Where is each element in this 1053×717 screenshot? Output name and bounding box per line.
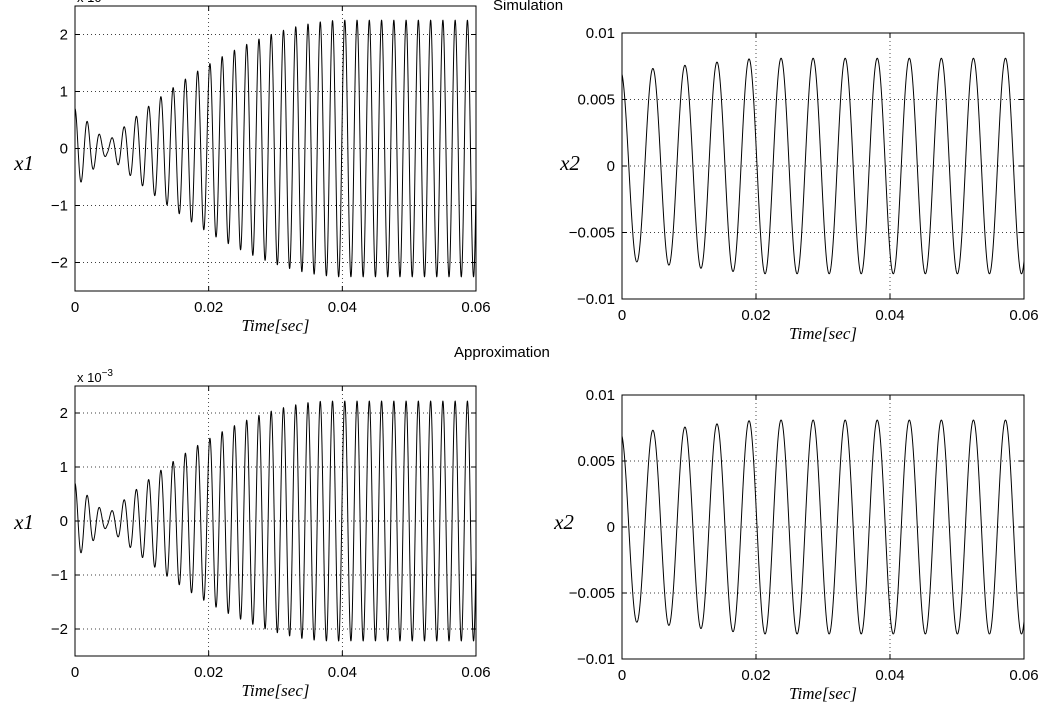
x-tick-label: 0.02 bbox=[741, 667, 770, 684]
y-tick-label: 0 bbox=[607, 158, 615, 175]
y-tick-label: −0.01 bbox=[577, 291, 615, 308]
x-axis-label: Time[sec] bbox=[789, 684, 857, 703]
x-tick-label: 0.06 bbox=[461, 299, 490, 316]
y-multiplier-label: x 10−3 bbox=[77, 368, 113, 385]
y-axis-label: x1 bbox=[13, 510, 34, 534]
y-tick-label: 2 bbox=[60, 27, 68, 44]
x-tick-label: 0 bbox=[618, 667, 626, 684]
y-tick-label: 2 bbox=[60, 405, 68, 422]
x-tick-label: 0.02 bbox=[741, 307, 770, 324]
x-axis-label: Time[sec] bbox=[242, 681, 310, 700]
y-tick-label: 0 bbox=[60, 141, 68, 158]
y-tick-label: 1 bbox=[60, 84, 68, 101]
x-tick-label: 0.04 bbox=[328, 664, 357, 681]
y-tick-label: −2 bbox=[51, 255, 68, 272]
y-axis-label: x1 bbox=[13, 151, 34, 175]
y-axis-label: x2 bbox=[553, 510, 574, 534]
x-tick-label: 0.02 bbox=[194, 664, 223, 681]
y-tick-label: 0.005 bbox=[577, 92, 615, 109]
x-tick-label: 0.06 bbox=[1009, 667, 1038, 684]
x-axis-label: Time[sec] bbox=[242, 316, 310, 335]
x-tick-label: 0.04 bbox=[875, 667, 904, 684]
y-tick-label: −1 bbox=[51, 567, 68, 584]
y-tick-label: −0.005 bbox=[569, 225, 615, 242]
x-tick-label: 0 bbox=[618, 307, 626, 324]
x-tick-label: 0 bbox=[71, 299, 79, 316]
approximation-title: Approximation bbox=[454, 344, 550, 361]
x-tick-label: 0.04 bbox=[875, 307, 904, 324]
y-axis-label: x2 bbox=[559, 151, 580, 175]
x-tick-label: 0.06 bbox=[461, 664, 490, 681]
y-tick-label: −2 bbox=[51, 621, 68, 638]
y-tick-label: 0 bbox=[60, 513, 68, 530]
y-tick-label: 0.005 bbox=[577, 453, 615, 470]
x-tick-label: 0.06 bbox=[1009, 307, 1038, 324]
simulation-title: Simulation bbox=[493, 0, 564, 14]
y-tick-label: −1 bbox=[51, 198, 68, 215]
x-axis-label: Time[sec] bbox=[789, 324, 857, 343]
x-tick-label: 0 bbox=[71, 664, 79, 681]
y-tick-label: 0.01 bbox=[586, 387, 615, 404]
y-tick-label: 0.01 bbox=[586, 25, 615, 42]
x-tick-label: 0.04 bbox=[328, 299, 357, 316]
y-tick-label: −0.01 bbox=[577, 651, 615, 668]
series-line bbox=[621, 419, 1025, 635]
x-tick-label: 0.02 bbox=[194, 299, 223, 316]
series-line bbox=[74, 19, 477, 278]
y-tick-label: 1 bbox=[60, 459, 68, 476]
series-line bbox=[74, 400, 477, 642]
y-tick-label: −0.005 bbox=[569, 585, 615, 602]
y-multiplier-label: x 10−3 bbox=[77, 0, 113, 5]
y-tick-label: 0 bbox=[607, 519, 615, 536]
series-line bbox=[621, 57, 1025, 275]
